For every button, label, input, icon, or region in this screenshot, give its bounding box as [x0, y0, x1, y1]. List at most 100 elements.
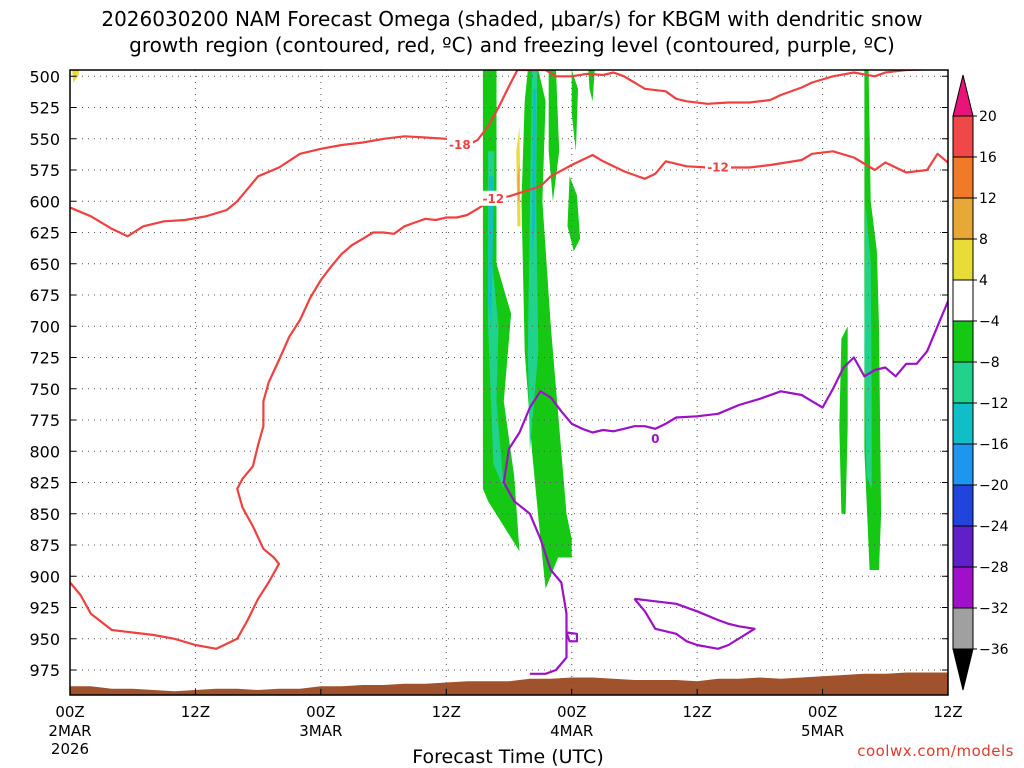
xtick-label-0: 00Z	[55, 703, 84, 721]
ytick-label-750: 750	[29, 380, 60, 399]
cbar-bin-1	[952, 115, 974, 158]
omega-region-15	[517, 163, 520, 202]
omega-region-3	[567, 176, 581, 252]
cbar-label-0: 20	[979, 109, 997, 125]
cbar-bin-bottom-triangle	[952, 648, 974, 691]
credit-text: coolwx.com/models	[857, 742, 1014, 760]
ytick-label-625: 625	[29, 224, 60, 243]
ytick-label-775: 775	[29, 411, 60, 430]
chart-title: 2026030200 NAM Forecast Omega (shaded, μ…	[0, 6, 1024, 58]
cbar-bin-8	[952, 402, 974, 445]
x-axis-label: Forecast Time (UTC)	[412, 746, 603, 768]
ytick-label-925: 925	[29, 599, 60, 618]
contour-line--18-0	[70, 70, 945, 238]
ytick-label-850: 850	[29, 505, 60, 524]
contour-line-0-5	[565, 631, 579, 643]
colorbar: 20 16 12 8 4 −4 −8 −12 −16 −20 −24 −28 −32 −36	[952, 74, 1009, 691]
contour-label-bg-3	[642, 430, 669, 446]
omega-region-12	[532, 88, 537, 252]
cbar-bin-5	[952, 279, 974, 322]
cbar-label-12: −32	[979, 601, 1009, 617]
omega-region-9	[527, 70, 539, 452]
ytick-label-600: 600	[29, 192, 60, 211]
cbar-label-4: 4	[979, 273, 988, 289]
cbar-label-5: −4	[979, 314, 1000, 330]
cbar-bin-6	[952, 320, 974, 363]
cbar-label-1: 16	[979, 150, 997, 166]
omega-region-5	[588, 70, 595, 102]
ytick-label-975: 975	[29, 661, 60, 680]
xtick-year-0: 2026	[51, 740, 89, 758]
plot-frame	[69, 69, 949, 696]
xtick-date-4: 4MAR	[550, 722, 593, 740]
xtick-label-3: 12Z	[432, 703, 461, 721]
cbar-bin-top-triangle	[952, 74, 974, 117]
xtick-date-2: 3MAR	[299, 722, 342, 740]
xtick-label-2: 00Z	[306, 703, 335, 721]
cbar-bin-12	[952, 566, 974, 609]
xtick-label-7: 12Z	[933, 703, 962, 721]
cbar-bin-7	[952, 361, 974, 404]
ytick-label-700: 700	[29, 317, 60, 336]
terrain-fill	[70, 672, 948, 695]
ytick-label-650: 650	[29, 255, 60, 274]
ytick-label-725: 725	[29, 349, 60, 368]
cbar-label-9: −20	[979, 478, 1009, 494]
contour-label-3: 0	[651, 432, 659, 446]
ytick-label-875: 875	[29, 536, 60, 555]
cbar-bin-13	[952, 607, 974, 650]
cbar-label-13: −36	[979, 642, 1009, 658]
ytick-label-575: 575	[29, 161, 60, 180]
cbar-label-10: −24	[979, 519, 1009, 535]
cbar-bin-11	[952, 525, 974, 568]
cbar-bin-4	[952, 238, 974, 281]
ytick-label-800: 800	[29, 442, 60, 461]
omega-region-4	[571, 70, 578, 152]
omega-region-10	[864, 201, 872, 489]
cbar-label-3: 8	[979, 232, 988, 248]
ytick-label-675: 675	[29, 286, 60, 305]
axes-layer: 500 525 550 575 600 625 650 675 700 725 750 775 800 8…	[29, 67, 962, 758]
ytick-label-525: 525	[29, 99, 60, 118]
contour-label-1: -12	[482, 192, 504, 206]
cbar-bin-9	[952, 443, 974, 486]
contour-label-bg-2	[705, 159, 732, 175]
cbar-label-11: −28	[979, 560, 1009, 576]
xtick-date-6: 5MAR	[801, 722, 844, 740]
contour-line-0-3	[502, 300, 948, 675]
xtick-label-1: 12Z	[181, 703, 210, 721]
contour-label-bg-1	[480, 190, 507, 206]
xtick-label-4: 00Z	[557, 703, 586, 721]
contour-label-bg-0	[446, 137, 473, 152]
xtick-date-0: 2MAR	[48, 722, 91, 740]
cbar-label-8: −16	[979, 437, 1009, 453]
contour-labels: -18 -12 -12 0	[446, 137, 732, 446]
cbar-bin-3	[952, 197, 974, 240]
cbar-bin-10	[952, 484, 974, 527]
cbar-label-6: −8	[979, 355, 1000, 371]
xtick-label-6: 00Z	[808, 703, 837, 721]
contour-label-0: -18	[449, 138, 471, 152]
contour-label-2: -12	[707, 161, 729, 175]
contour-line-0-4	[633, 597, 756, 650]
title-line-2: growth region (contoured, red, ºC) and f…	[129, 33, 895, 57]
ytick-label-550: 550	[29, 130, 60, 149]
omega-region-6	[839, 326, 848, 514]
ytick-label-500: 500	[29, 67, 60, 86]
cbar-label-2: 12	[979, 191, 997, 207]
omega-region-2	[548, 70, 560, 202]
omega-region-11	[488, 176, 494, 327]
terrain-layer	[70, 672, 948, 695]
gridlines	[70, 70, 948, 695]
cbar-bin-2	[952, 156, 974, 199]
contour-layer	[70, 70, 948, 675]
cbar-label-7: −12	[979, 396, 1009, 412]
omega-shading-layer	[72, 70, 882, 589]
title-line-1: 2026030200 NAM Forecast Omega (shaded, μ…	[101, 7, 923, 31]
ytick-label-950: 950	[29, 630, 60, 649]
ytick-label-900: 900	[29, 567, 60, 586]
ytick-label-825: 825	[29, 474, 60, 493]
contour-line--12-2	[70, 150, 948, 650]
xtick-label-5: 12Z	[682, 703, 711, 721]
